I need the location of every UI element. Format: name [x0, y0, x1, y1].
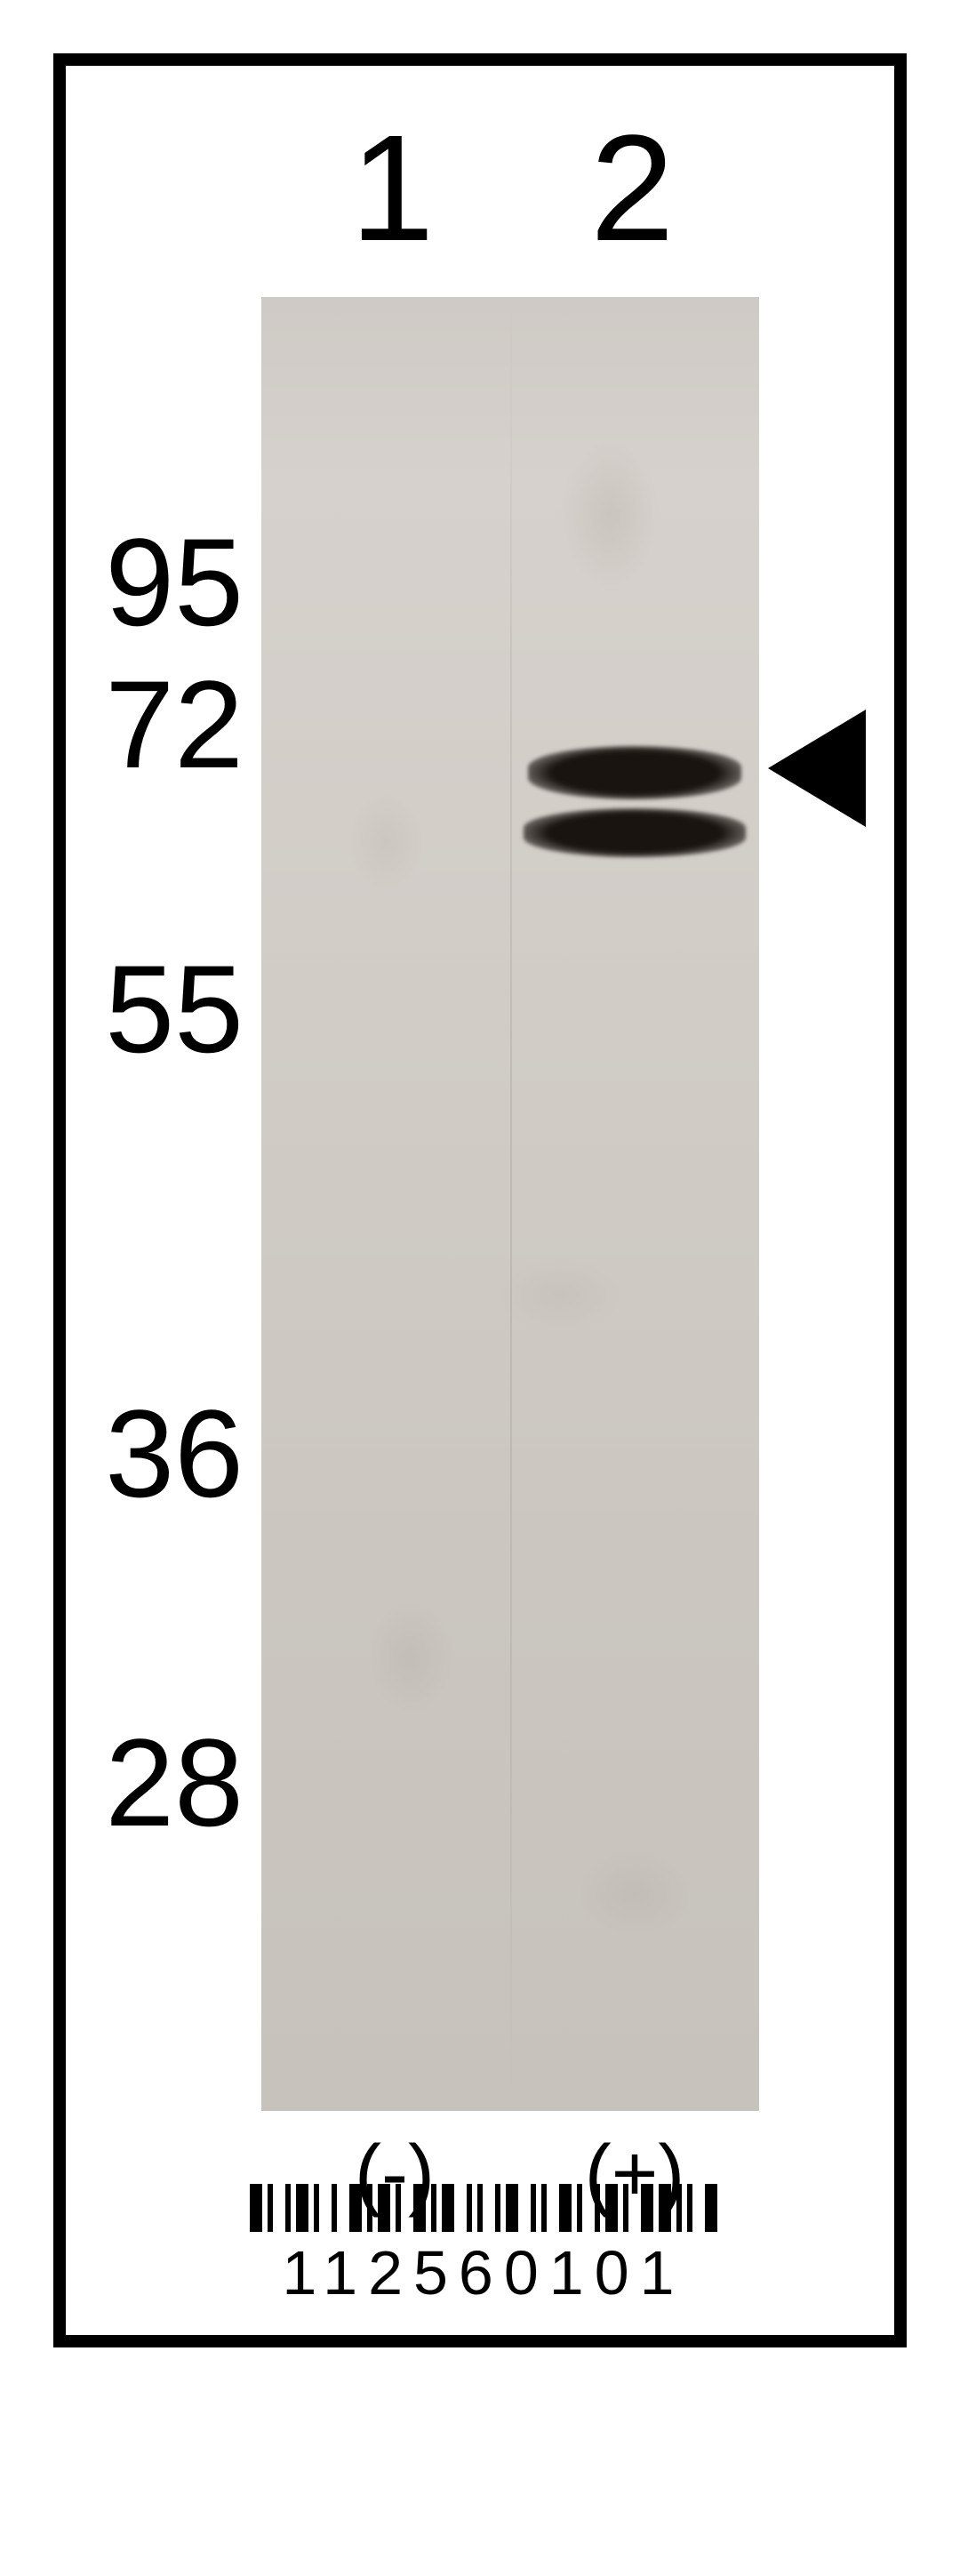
- mw-marker-28: 28: [66, 1711, 244, 1855]
- barcode-space: [319, 2184, 332, 2232]
- lane-labels-row: 1 2: [66, 101, 894, 279]
- barcode-text: 112560101: [282, 2237, 684, 2308]
- band-lane2-1: [524, 808, 746, 857]
- barcode-bar: [413, 2184, 426, 2232]
- barcode-bar: [705, 2184, 717, 2232]
- mw-marker-95: 95: [66, 510, 244, 654]
- mw-marker-55: 55: [66, 937, 244, 1081]
- barcode-area: 112560101: [199, 2184, 768, 2308]
- blot-membrane: [261, 297, 759, 2111]
- barcode-space: [401, 2184, 413, 2232]
- mw-marker-36: 36: [66, 1382, 244, 1526]
- barcode-bar: [506, 2184, 518, 2232]
- barcode-space: [273, 2184, 285, 2232]
- blot-frame: 1 2 (-) (+) 112560101 9572553628: [53, 53, 907, 2347]
- barcode-space: [628, 2184, 641, 2232]
- lane-1-label: 1: [350, 101, 435, 276]
- barcode-bar: [559, 2184, 572, 2232]
- barcode-space: [582, 2184, 595, 2232]
- barcode-space: [454, 2184, 467, 2232]
- barcode-bar: [250, 2184, 262, 2232]
- barcode-bar: [378, 2184, 390, 2232]
- barcode-space: [518, 2184, 531, 2232]
- band-lane2-0: [528, 746, 741, 799]
- barcode-bar: [605, 2184, 618, 2232]
- barcode-bars: [250, 2184, 717, 2232]
- barcode-bar: [641, 2184, 653, 2232]
- barcode-space: [337, 2184, 349, 2232]
- lane-2-label: 2: [590, 101, 675, 276]
- barcode-bar: [349, 2184, 362, 2232]
- lane-divider: [510, 297, 512, 2111]
- mw-marker-72: 72: [66, 653, 244, 797]
- barcode-bar: [296, 2184, 308, 2232]
- barcode-space: [483, 2184, 495, 2232]
- barcode-bar: [442, 2184, 454, 2232]
- band-pointer-arrow-icon: [768, 710, 866, 827]
- barcode-space: [692, 2184, 705, 2232]
- barcode-bar: [659, 2184, 671, 2232]
- barcode-space: [547, 2184, 559, 2232]
